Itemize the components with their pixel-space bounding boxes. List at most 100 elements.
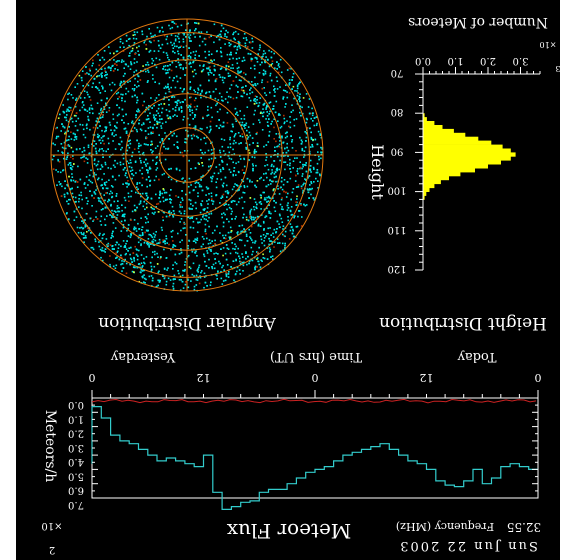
scatter-point [113, 200, 116, 203]
scatter-point [195, 278, 198, 281]
scatter-point [99, 200, 102, 203]
scatter-point [191, 215, 194, 218]
scatter-point [114, 159, 116, 162]
scatter-point [286, 142, 288, 145]
scatter-point [270, 173, 272, 175]
scatter-point [299, 111, 301, 114]
scatter-point [183, 88, 185, 90]
scatter-point [147, 196, 149, 199]
scatter-point [66, 114, 68, 116]
scatter-point [204, 151, 206, 154]
scatter-point [228, 65, 230, 68]
scatter-point [144, 208, 146, 210]
scatter-point [96, 75, 99, 77]
scatter-point [271, 163, 273, 166]
scatter-point [162, 219, 164, 222]
scatter-point [132, 37, 135, 40]
scatter-point [104, 163, 107, 166]
scatter-point [158, 197, 160, 199]
scatter-point [263, 198, 266, 201]
scatter-point [226, 208, 228, 211]
scatter-point [168, 138, 170, 140]
scatter-point [111, 65, 113, 67]
scatter-point [150, 41, 152, 44]
scatter-point [241, 224, 244, 227]
scatter-point [178, 109, 180, 111]
scatter-point [92, 220, 94, 222]
scatter-point [254, 184, 256, 187]
scatter-point [131, 155, 133, 158]
scatter-point [165, 215, 168, 218]
scatter-point [276, 228, 278, 230]
scatter-point [301, 141, 303, 143]
scatter-point [190, 134, 193, 137]
scatter-point [182, 269, 184, 272]
scatter-point [299, 161, 301, 163]
scatter-point [176, 141, 179, 143]
scatter-point [222, 254, 224, 257]
scatter-point [174, 45, 176, 48]
scatter-point [317, 187, 319, 189]
scatter-point [243, 118, 246, 120]
scatter-point [306, 188, 309, 190]
scatter-point [303, 156, 305, 158]
scatter-point [89, 180, 92, 183]
scatter-point [313, 181, 315, 183]
scatter-point [90, 246, 93, 249]
scatter-point [76, 226, 79, 229]
scatter-point [240, 261, 242, 263]
scatter-point [125, 93, 127, 95]
scatter-point [133, 62, 136, 64]
scatter-point [274, 210, 277, 212]
scatter-point [229, 143, 232, 145]
scatter-point [210, 195, 213, 198]
scatter-point [229, 74, 231, 77]
scatter-point [67, 203, 70, 205]
scatter-point [204, 228, 207, 231]
scatter-point [243, 125, 245, 127]
scatter-point [194, 91, 197, 93]
scatter-point [245, 216, 248, 219]
scatter-point [265, 156, 268, 159]
scatter-point [269, 101, 272, 103]
scatter-point [125, 262, 128, 265]
scatter-point [152, 244, 155, 246]
scatter-point [188, 240, 191, 242]
scatter-point [149, 121, 151, 123]
scatter-point [146, 198, 148, 200]
scatter-point [205, 194, 207, 196]
scatter-point [66, 192, 69, 195]
scatter-point [307, 106, 310, 108]
scatter-point [164, 65, 167, 67]
scatter-point [256, 61, 259, 63]
scatter-point [269, 72, 272, 75]
scatter-point [300, 203, 302, 205]
scatter-point [289, 162, 291, 165]
scatter-point [100, 201, 102, 204]
scatter-point [262, 55, 264, 58]
scatter-point [204, 260, 206, 263]
scatter-point [245, 148, 248, 150]
scatter-point [227, 192, 229, 195]
scatter-point [238, 142, 240, 145]
scatter-point [179, 67, 182, 69]
scatter-point [101, 85, 103, 87]
scatter-point [122, 213, 125, 216]
scatter-point [90, 169, 92, 172]
scatter-point [170, 189, 172, 191]
scatter-point [149, 112, 151, 115]
scatter-point [291, 213, 293, 216]
scatter-point [276, 155, 279, 158]
scatter-point [159, 241, 162, 244]
scatter-point [233, 37, 235, 40]
scatter-point [64, 116, 66, 119]
scatter-point [214, 69, 216, 72]
scatter-point [138, 142, 140, 145]
scatter-point [193, 69, 196, 71]
scatter-point [135, 253, 138, 256]
scatter-point [187, 33, 189, 36]
scatter-point [101, 113, 104, 116]
scatter-point [163, 277, 166, 280]
scatter-point [295, 186, 298, 188]
scatter-point [264, 165, 266, 167]
